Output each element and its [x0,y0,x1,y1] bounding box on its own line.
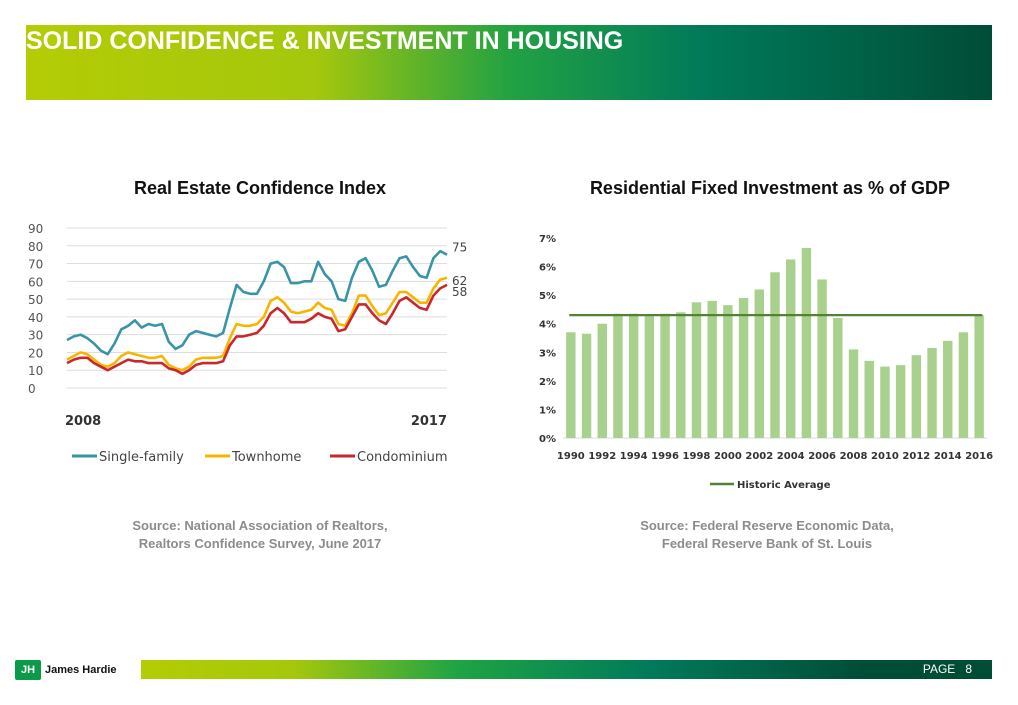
x-tick-label: 2008 [840,451,868,462]
x-tick-label: 1996 [651,451,679,462]
bar-1998 [691,302,702,438]
x-tick-label: 1990 [557,451,585,462]
y-tick-label: 60 [28,275,43,289]
page-label: PAGE [922,662,956,676]
x-tick-label: 1998 [683,451,711,462]
y-tick-label: 90 [28,222,43,236]
y-tick-label: 6% [539,263,556,274]
page-number-value: 8 [965,662,972,676]
x-tick-label: 2014 [934,451,962,462]
right-source-line1: Source: Federal Reserve Economic Data, [640,518,894,533]
y-tick-label: 1% [539,405,556,416]
y-tick-label: 30 [28,329,43,343]
bar-2012 [911,355,922,438]
legend-label: Single-family [99,450,184,465]
y-tick-label: 0 [28,382,36,396]
bar-2014 [943,340,953,438]
logo-mark-icon: JH [15,660,41,680]
bar-1997 [676,312,686,438]
x-tick-label: 2002 [745,451,773,462]
x-tick-label: 2016 [965,451,993,462]
logo-text: James Hardie [45,664,117,676]
bar-2003 [770,272,780,438]
x-tick-label: 2000 [714,451,742,462]
right-source-line2: Federal Reserve Bank of St. Louis [661,536,873,551]
y-tick-label: 7% [539,234,556,245]
series-line-single-family [66,249,448,356]
bar-1996 [660,313,670,438]
bar-2016 [974,315,984,438]
y-tick-label: 5% [539,291,556,302]
bar-2001 [738,298,749,438]
right-chart-title: Residential Fixed Investment as % of GDP [589,178,951,198]
bar-2007 [833,318,843,438]
bar-1994 [628,313,639,438]
bar-1993 [613,313,623,438]
x-tick-label: 2006 [808,451,836,462]
page-title: SOLID CONFIDENCE & INVESTMENT IN HOUSING [26,27,624,55]
confidence-line-chart: 0 10 20 30 40 50 60 70 80 90 75 Single-family 62 Town… [28,222,467,465]
y-tick-label: 10 [28,364,43,378]
header-banner [26,25,992,100]
bar-2002 [754,289,765,438]
y-tick-label: 2% [539,377,556,388]
y-tick-label: 50 [28,293,43,307]
x-tick-label: 2012 [902,451,930,462]
bar-1999 [707,300,717,438]
y-tick-label: 20 [28,346,43,360]
y-tick-label: 70 [28,258,43,272]
x-tick-label: 1992 [588,451,616,462]
bar-1990 [566,332,576,438]
bar-2010 [880,366,890,438]
x-end-label: 2017 [411,414,447,429]
left-source: Source: National Association of Realtors… [60,517,460,553]
y-tick-label: 40 [28,311,43,325]
legend-label: Townhome [231,450,301,465]
end-value-label: 62 [452,274,467,288]
left-source-line1: Source: National Association of Realtors… [132,518,388,533]
left-source-line2: Realtors Confidence Survey, June 2017 [138,536,382,551]
y-tick-label: 0% [539,434,556,445]
bar-2004 [785,259,796,438]
bar-2011 [895,365,906,438]
bar-2015 [958,332,969,438]
series-line-condominium [66,283,448,376]
investment-bar-chart: 0% 1% 2% 3% 4% 5% 6% 7% 1990 1992 1994 1996 1998 2000… [539,234,993,491]
right-source: Source: Federal Reserve Economic Data, F… [567,517,967,553]
end-value-label: 75 [452,241,467,255]
series-line-townhome [66,276,448,372]
legend-label: Condominium [357,450,448,465]
x-tick-label: 1994 [620,451,648,462]
y-tick-label: 80 [28,240,43,254]
footer-banner [141,660,992,679]
bar-2005 [801,248,812,438]
page-number: PAGE 8 [923,662,972,676]
bar-2009 [864,360,874,438]
x-tick-label: 2010 [871,451,899,462]
left-chart-title: Real Estate Confidence Index [133,178,387,198]
bar-1992 [597,323,607,438]
james-hardie-logo: JH James Hardie [15,660,117,680]
bar-2006 [817,279,827,438]
bar-2008 [848,349,859,438]
end-value-label: 58 [452,285,467,299]
bar-1991 [581,333,592,438]
y-tick-label: 4% [539,320,556,331]
bar-2000 [723,305,733,438]
bar-1995 [644,315,655,438]
x-start-label: 2008 [65,414,101,429]
x-tick-label: 2004 [777,451,805,462]
y-tick-label: 3% [539,348,556,359]
bar-2013 [927,348,937,438]
legend-label: Historic Average [737,480,831,491]
